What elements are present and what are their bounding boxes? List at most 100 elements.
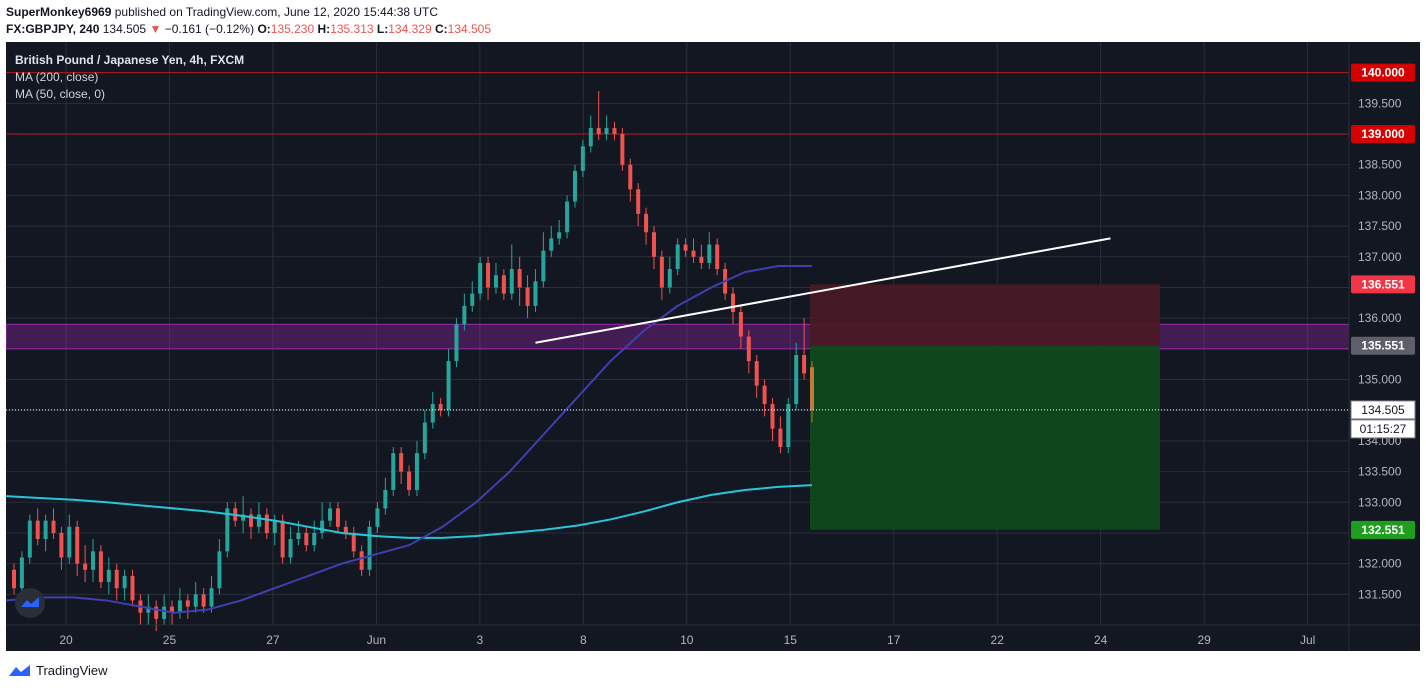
candle-body — [565, 201, 570, 233]
candle-body — [580, 146, 585, 171]
candle-body — [770, 404, 775, 429]
candle-body — [312, 532, 317, 546]
candle-body — [12, 569, 16, 589]
price-tag-badge — [1351, 125, 1415, 144]
candle-body — [636, 189, 641, 214]
candle-body — [493, 275, 498, 288]
current-price-badge — [1350, 400, 1416, 420]
candle-body — [296, 532, 301, 540]
time-axis-label: 10 — [680, 633, 694, 647]
candle-body — [533, 281, 538, 306]
open-value: 135.230 — [270, 22, 315, 36]
candle-body — [51, 520, 56, 533]
tradingview-brand[interactable]: TradingView — [8, 663, 108, 678]
time-axis-label: 25 — [163, 633, 177, 647]
price-axis-label: 136.000 — [1358, 311, 1402, 325]
price-axis-label: 133.000 — [1358, 495, 1402, 509]
brand-name: TradingView — [36, 663, 108, 678]
low-value: 134.329 — [388, 22, 432, 36]
publish-info: SuperMonkey6969 published on TradingView… — [6, 5, 438, 19]
price-axis-label: 131.500 — [1358, 587, 1402, 601]
candle-body — [628, 164, 633, 190]
time-axis-label: 8 — [580, 633, 587, 647]
candle-body — [19, 557, 24, 589]
price-axis-label: 137.000 — [1358, 250, 1402, 264]
symbol-label: FX:GBPJPY, 240 — [6, 22, 100, 36]
price-tag-label: 139.000 — [1361, 127, 1405, 141]
candle-body — [35, 520, 40, 540]
countdown-badge — [1350, 419, 1416, 439]
ohlc-line: FX:GBPJPY, 240 134.505 ▼ −0.161 (−0.12%)… — [6, 22, 491, 36]
candle-body — [106, 569, 111, 583]
change-down-icon: ▼ — [149, 22, 162, 36]
price-axis-label: 139.500 — [1358, 96, 1402, 110]
candle-body — [596, 127, 601, 135]
candle-body — [549, 238, 554, 251]
candle-body — [264, 514, 269, 533]
time-axis-label: 27 — [266, 633, 280, 647]
candle-body — [185, 600, 190, 607]
candle-body — [746, 336, 751, 362]
candle-body — [778, 428, 783, 448]
candle-body — [59, 532, 64, 558]
price-chart[interactable]: 131.500132.000132.500133.000133.500134.0… — [6, 42, 1420, 651]
open-label: O: — [257, 22, 271, 36]
author-name[interactable]: SuperMonkey6969 — [6, 5, 112, 19]
low-label: L: — [376, 22, 389, 36]
time-axis-label: 15 — [784, 633, 798, 647]
candle-body — [659, 256, 664, 288]
candle-body — [454, 324, 459, 362]
legend-ma200[interactable]: MA (200, close) — [15, 70, 99, 84]
candle-body — [699, 256, 704, 263]
candle-body — [786, 404, 791, 448]
trendline — [535, 237, 1111, 344]
candle-body — [399, 453, 404, 472]
footer: TradingView — [0, 651, 1426, 691]
candle-body — [446, 361, 451, 411]
candle-body — [217, 551, 222, 589]
candle-body — [794, 354, 799, 405]
candle-body — [83, 563, 88, 570]
bar-countdown-label: 01:15:27 — [1360, 422, 1407, 436]
candle-body — [683, 244, 688, 251]
time-axis-label: 20 — [59, 633, 73, 647]
candle-body — [486, 262, 491, 288]
chart-background — [6, 42, 1420, 651]
candle-body — [414, 453, 419, 490]
candle-body — [754, 361, 759, 386]
last-price: 134.505 — [102, 22, 147, 36]
price-tag-label: 135.551 — [1361, 339, 1405, 353]
price-change: −0.161 (−0.12%) — [164, 22, 255, 36]
candle-body — [738, 312, 743, 337]
candle-body — [462, 305, 467, 325]
price-tag-label: 132.551 — [1361, 523, 1405, 537]
candle-body — [604, 127, 609, 135]
candle-body — [810, 367, 814, 411]
price-axis-label: 135.000 — [1358, 373, 1402, 387]
price-tag-badge — [1351, 275, 1415, 294]
candle-body — [572, 170, 577, 202]
price-axis-label: 132.000 — [1358, 557, 1402, 571]
candle-body — [541, 250, 546, 282]
candle-body — [256, 514, 261, 527]
price-axis-label: 138.000 — [1358, 188, 1402, 202]
candle-body — [422, 422, 427, 454]
candle-body — [225, 508, 230, 552]
candle-body — [470, 293, 475, 306]
legend-ma50[interactable]: MA (50, close, 0) — [15, 87, 106, 101]
candle-body — [75, 526, 80, 564]
candle-body — [557, 232, 562, 239]
candle-body — [588, 127, 593, 147]
candle-body — [193, 594, 198, 607]
candle-body — [351, 532, 356, 552]
candle-body — [280, 520, 285, 558]
candle-body — [383, 489, 388, 509]
chart-pane[interactable]: 131.500132.000132.500133.000133.500134.0… — [6, 42, 1420, 651]
price-axis-label: 137.500 — [1358, 219, 1402, 233]
candle-body — [707, 244, 712, 263]
legend-title: British Pound / Japanese Yen, 4h, FXCM — [15, 53, 245, 67]
close-value: 134.505 — [447, 22, 492, 36]
ma200-line — [6, 484, 813, 539]
candle-body — [478, 262, 483, 294]
candle-body — [501, 275, 506, 294]
